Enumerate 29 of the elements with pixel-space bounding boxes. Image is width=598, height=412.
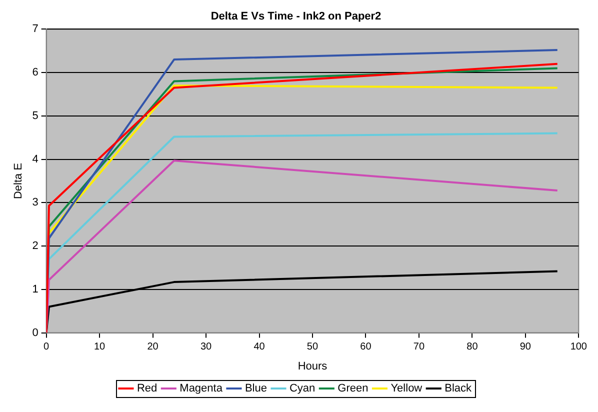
x-tick-label: 90	[520, 342, 532, 353]
legend-label: Red	[136, 382, 158, 395]
legend-label: Cyan	[289, 382, 316, 395]
x-tick-label: 60	[360, 342, 372, 353]
y-tick-label: 3	[32, 196, 38, 209]
legend-label: Magenta	[180, 382, 224, 395]
x-tick-label: 70	[413, 342, 425, 353]
legend-label: Blue	[244, 382, 267, 395]
y-tick-label: 1	[32, 283, 38, 296]
x-tick-label: 80	[466, 342, 478, 353]
x-tick-label: 0	[44, 342, 50, 353]
y-tick-label: 2	[32, 240, 38, 252]
y-axis-title: Delta E	[12, 162, 25, 200]
y-tick-label: 7	[32, 23, 38, 36]
x-tick-label: 30	[200, 342, 212, 353]
y-tick-label: 4	[32, 153, 38, 166]
x-tick-label: 40	[254, 342, 266, 353]
y-tick-label: 0	[32, 326, 38, 339]
legend-label: Black	[444, 382, 472, 395]
x-tick-label: 50	[306, 342, 318, 353]
x-axis-title: Hours	[298, 360, 328, 372]
x-tick-label: 20	[147, 342, 159, 353]
x-tick-label: 100	[570, 342, 588, 353]
legend-label: Yellow	[390, 382, 422, 395]
y-tick-label: 5	[32, 110, 38, 122]
y-tick-label: 6	[32, 66, 38, 79]
x-tick-label: 10	[94, 342, 106, 353]
chart-title: Delta E Vs Time - Ink2 on Paper2	[210, 10, 382, 23]
legend-label: Green	[338, 382, 368, 395]
